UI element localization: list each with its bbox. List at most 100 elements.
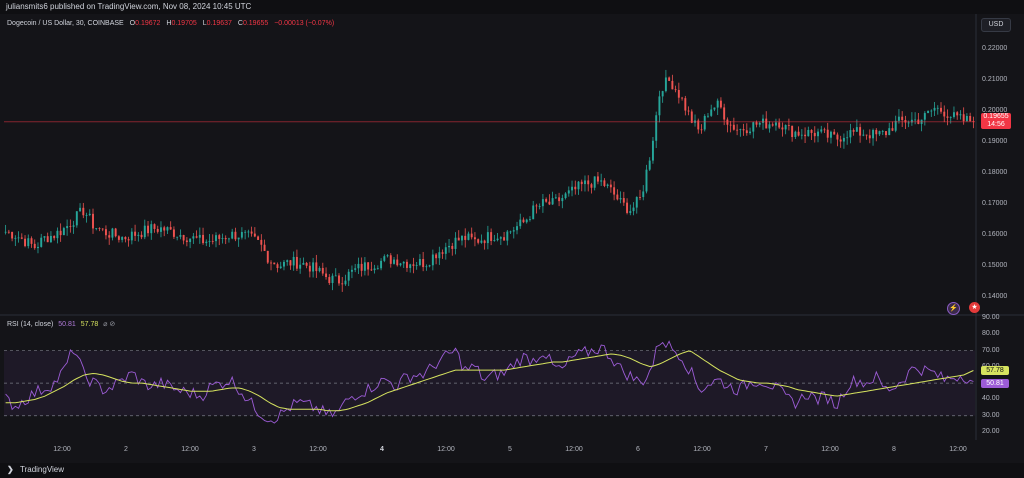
candle-body [571, 186, 574, 191]
candle-body [622, 198, 625, 203]
candle-body [842, 137, 845, 142]
low-label: L [202, 20, 207, 27]
candle-body [859, 127, 862, 136]
price-axis-label: 0.19000 [982, 138, 1008, 146]
candle-body [7, 231, 10, 233]
candle-body [852, 130, 855, 132]
candle-body [422, 258, 425, 268]
candle-body [399, 263, 402, 266]
published-text: juliansmits6 published on TradingView.co… [6, 2, 252, 11]
close-value: 0.19655 [242, 20, 269, 27]
candle-body [121, 237, 124, 240]
candle-body [794, 131, 797, 137]
candle-body [723, 107, 726, 120]
us-flag-icon[interactable]: ★ [969, 302, 980, 313]
close-label: C [237, 20, 243, 27]
candle-body [904, 120, 907, 123]
candle-body [817, 131, 819, 137]
candle-body [787, 125, 790, 126]
candle-body [959, 114, 962, 116]
candle-body [490, 232, 493, 241]
candle-body [849, 130, 852, 138]
candle-body [829, 131, 832, 138]
time-axis-label: 12:00 [949, 446, 967, 453]
candle-body [367, 262, 370, 270]
candle-body [334, 275, 337, 277]
candle-body [321, 267, 324, 274]
candle-body [140, 234, 143, 238]
candle-body [580, 181, 583, 185]
candle-body [14, 237, 17, 239]
tradingview-logo-icon[interactable]: ❯ [7, 465, 14, 474]
candle-body [418, 258, 421, 266]
price-axis-label: 0.21000 [982, 76, 1008, 84]
candle-body [868, 135, 871, 139]
candle-body [584, 180, 586, 185]
candle-body [719, 100, 722, 108]
candle-body [687, 110, 690, 112]
candle-body [933, 107, 936, 111]
candle-body [839, 139, 842, 142]
candle-body [438, 252, 441, 259]
candle-body [914, 119, 917, 121]
candle-body [260, 239, 263, 245]
candle-body [493, 240, 496, 241]
candle-body [11, 231, 14, 239]
rsi-axis-label: 20.00 [982, 428, 1000, 435]
price-axis-label: 0.15000 [982, 261, 1008, 269]
candle-body [389, 255, 392, 264]
candle-body [519, 219, 522, 227]
candle-body [386, 255, 389, 257]
candle-body [833, 131, 836, 135]
price-axis-label: 0.22000 [982, 45, 1008, 53]
candle-body [66, 226, 69, 229]
candle-body [431, 254, 434, 266]
flash-icon[interactable]: ⚡ [947, 302, 960, 315]
candle-body [40, 237, 43, 247]
candle-body [393, 259, 395, 264]
candle-body [894, 120, 897, 131]
time-axis-label: 4 [380, 446, 384, 453]
candle-body [134, 231, 137, 236]
candle-body [635, 197, 638, 208]
candle-body [943, 111, 946, 117]
candle-body [227, 238, 230, 240]
candle-body [185, 240, 188, 243]
candle-body [807, 129, 810, 137]
candle-body [813, 132, 816, 137]
rsi-ma-value: 57.78 [80, 321, 99, 328]
candle-body [486, 232, 489, 244]
candle-body [632, 207, 635, 212]
candle-body [930, 110, 933, 112]
candle-body [499, 237, 502, 239]
rsi-label[interactable]: RSI (14, close) [7, 321, 54, 328]
chart-area[interactable] [0, 14, 1024, 464]
time-axis-label: 12:00 [821, 446, 839, 453]
time-axis-label: 12:00 [565, 446, 583, 453]
candle-body [609, 184, 612, 188]
candle-body [24, 238, 27, 247]
candle-body [538, 206, 541, 207]
candle-body [283, 261, 285, 267]
candle-body [962, 114, 965, 122]
candle-body [548, 201, 551, 205]
candle-body [742, 129, 745, 131]
candle-body [363, 262, 366, 271]
price-axis-label: 0.17000 [982, 199, 1008, 207]
symbol-name[interactable]: Dogecoin / US Dollar, 30, COINBASE [7, 20, 124, 27]
footer-brand[interactable]: TradingView [20, 465, 65, 474]
candle-body [700, 129, 703, 131]
candle-body [681, 97, 684, 99]
candle-body [292, 256, 295, 266]
currency-button[interactable]: USD [981, 18, 1011, 32]
candle-body [464, 235, 467, 240]
candle-body [762, 118, 764, 123]
candle-body [503, 237, 506, 241]
candle-body [800, 134, 803, 136]
price-countdown: 14:56 [987, 121, 1005, 128]
candle-body [147, 225, 150, 234]
rsi-settings-icon[interactable]: ⌀ ⊘ [103, 321, 116, 328]
candle-body [567, 190, 570, 194]
candle-body [784, 125, 787, 130]
